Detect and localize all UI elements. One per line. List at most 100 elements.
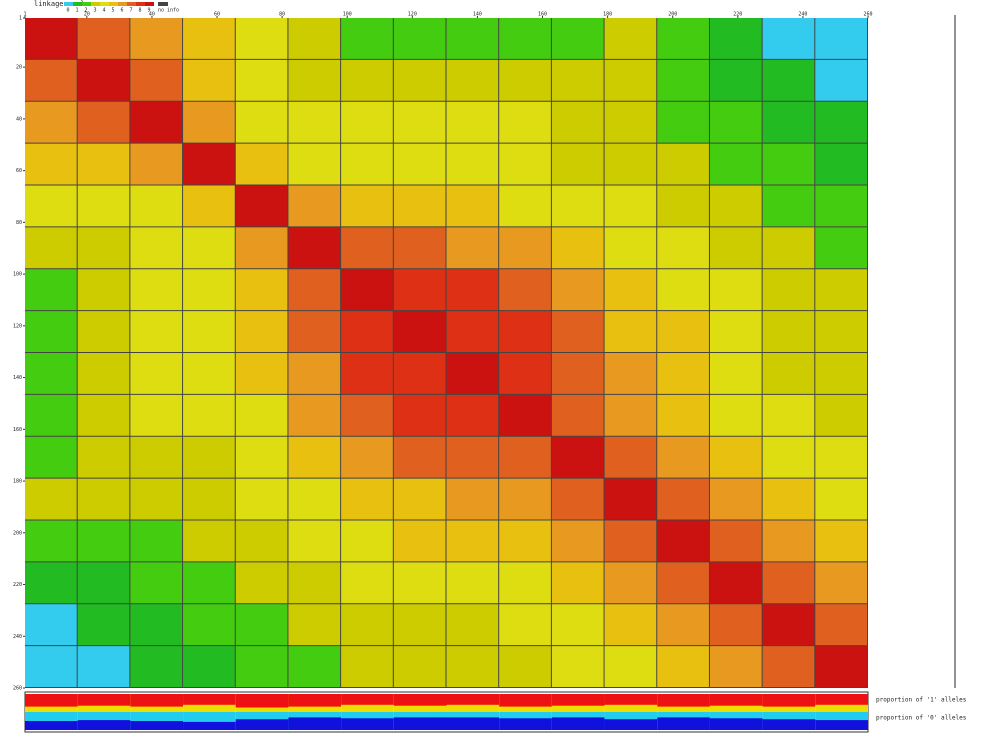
- ld-cell: [130, 143, 183, 185]
- legend-swatch: [100, 2, 109, 6]
- ld-cell: [551, 18, 604, 59]
- ld-cell: [446, 59, 499, 101]
- ld-cell: [393, 353, 446, 394]
- ld-cell: [762, 101, 815, 143]
- ld-cell: [551, 520, 604, 562]
- ld-cell: [235, 646, 288, 687]
- ld-cell: [77, 18, 130, 59]
- legend-label: 6: [120, 8, 123, 14]
- no-info-swatch: [158, 2, 168, 6]
- allele-1-bar: [341, 694, 394, 705]
- legend-label: proportion of '1' alleles: [876, 697, 967, 704]
- y-tick-label: 20: [16, 65, 22, 71]
- ld-cell: [762, 478, 815, 520]
- ld-cell: [657, 646, 709, 687]
- ld-cell: [393, 562, 446, 604]
- ld-cell: [288, 269, 341, 311]
- y-tick-label: 80: [16, 220, 22, 226]
- legend-swatch: [64, 2, 73, 6]
- ld-cell: [499, 562, 551, 604]
- ld-cell: [341, 478, 393, 520]
- ld-cell: [499, 436, 551, 478]
- ld-cell: [657, 436, 709, 478]
- ld-cell: [499, 394, 551, 436]
- ld-cell: [709, 143, 762, 185]
- x-tick-label: 200: [668, 12, 677, 18]
- ld-cell: [499, 353, 551, 394]
- ld-cell: [77, 478, 130, 520]
- ld-cell: [341, 353, 393, 394]
- ld-cell: [815, 101, 867, 143]
- ld-cell: [341, 311, 393, 352]
- ld-cell: [77, 311, 130, 352]
- ld-cell: [130, 562, 183, 604]
- ld-cell: [25, 101, 77, 143]
- ld-cell: [77, 436, 130, 478]
- ld-cell: [77, 604, 130, 646]
- ld-cell: [604, 59, 657, 101]
- ld-cell: [341, 394, 393, 436]
- allele-0-bar: [341, 718, 394, 730]
- legend-swatch: [145, 2, 154, 6]
- ld-cell: [709, 311, 762, 352]
- ld-cell: [235, 101, 288, 143]
- allele-0-bar: [77, 720, 131, 730]
- legend-swatch: [91, 2, 100, 6]
- ld-cell: [762, 520, 815, 562]
- ld-cell: [657, 143, 709, 185]
- ld-cell: [815, 18, 867, 59]
- ld-cell: [341, 269, 393, 311]
- ld-cell: [77, 353, 130, 394]
- ld-cell: [551, 646, 604, 687]
- ld-cell: [77, 185, 130, 227]
- ld-cell: [499, 227, 551, 269]
- allele-0-bar: [499, 718, 552, 730]
- ld-cell: [393, 227, 446, 269]
- ld-cell: [499, 311, 551, 352]
- ld-cell: [551, 604, 604, 646]
- ld-cell: [551, 478, 604, 520]
- ld-cell: [604, 353, 657, 394]
- ld-cell: [604, 269, 657, 311]
- allele-0-bar: [551, 717, 605, 730]
- ld-cell: [77, 562, 130, 604]
- legend-swatch: [73, 2, 82, 6]
- ld-cell: [709, 646, 762, 687]
- allele-1-bar: [499, 694, 552, 707]
- legend-swatch: [136, 2, 145, 6]
- ld-cell: [709, 227, 762, 269]
- ld-cell: [499, 604, 551, 646]
- ld-cell: [288, 604, 341, 646]
- ld-cell: [393, 604, 446, 646]
- ld-cell: [288, 353, 341, 394]
- ld-cell: [341, 520, 393, 562]
- ld-cell: [393, 436, 446, 478]
- ld-cell: [25, 394, 77, 436]
- allele-1-bar: [551, 694, 605, 706]
- ld-cell: [130, 269, 183, 311]
- y-tick-label: 1: [19, 16, 22, 22]
- ld-cell: [499, 143, 551, 185]
- ld-cell: [551, 394, 604, 436]
- ld-cell: [762, 269, 815, 311]
- ld-cell: [446, 562, 499, 604]
- ld-cell: [235, 353, 288, 394]
- ld-cell: [341, 604, 393, 646]
- ld-cell: [604, 18, 657, 59]
- ld-cell: [657, 185, 709, 227]
- ld-cell: [341, 562, 393, 604]
- ld-cell: [25, 436, 77, 478]
- ld-cell: [130, 311, 183, 352]
- ld-cell: [288, 478, 341, 520]
- ld-cell: [551, 101, 604, 143]
- ld-cell: [657, 478, 709, 520]
- ld-cell: [77, 59, 130, 101]
- ld-cell: [341, 436, 393, 478]
- ld-cell: [183, 59, 235, 101]
- allele-0-bar: [604, 719, 658, 730]
- ld-cell: [183, 478, 235, 520]
- ld-cell: [446, 604, 499, 646]
- ld-cell: [604, 436, 657, 478]
- ld-cell: [288, 436, 341, 478]
